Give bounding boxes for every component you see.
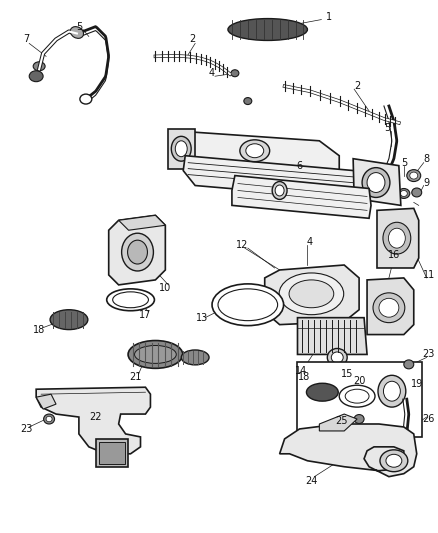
Ellipse shape (386, 454, 402, 467)
Ellipse shape (107, 289, 155, 311)
Ellipse shape (181, 350, 209, 365)
Text: 14: 14 (295, 366, 307, 376)
Ellipse shape (33, 62, 45, 71)
Ellipse shape (289, 280, 334, 308)
Polygon shape (353, 159, 401, 205)
Ellipse shape (246, 144, 264, 158)
Polygon shape (36, 394, 56, 409)
Text: 8: 8 (424, 154, 430, 164)
Ellipse shape (244, 98, 252, 104)
Ellipse shape (398, 189, 410, 198)
Ellipse shape (70, 27, 84, 38)
Text: 2: 2 (354, 81, 360, 91)
Ellipse shape (400, 190, 407, 197)
Ellipse shape (44, 414, 55, 424)
Ellipse shape (29, 71, 43, 82)
Ellipse shape (410, 172, 418, 179)
Ellipse shape (175, 141, 187, 157)
Polygon shape (36, 387, 150, 454)
Ellipse shape (228, 19, 307, 41)
Ellipse shape (389, 228, 405, 248)
Ellipse shape (46, 416, 52, 422)
Polygon shape (297, 318, 367, 354)
Bar (297, 362, 422, 437)
Ellipse shape (404, 360, 414, 369)
Text: 17: 17 (139, 310, 152, 320)
Text: 5: 5 (384, 123, 390, 133)
Text: 24: 24 (305, 475, 318, 486)
Bar (99, 442, 124, 464)
Ellipse shape (231, 70, 239, 77)
Polygon shape (367, 278, 414, 335)
Ellipse shape (354, 415, 364, 424)
Polygon shape (232, 175, 371, 219)
Text: 7: 7 (23, 35, 29, 44)
Ellipse shape (412, 188, 422, 197)
Text: 25: 25 (335, 416, 347, 426)
Text: 2: 2 (189, 35, 195, 44)
Ellipse shape (379, 298, 399, 317)
Polygon shape (377, 208, 419, 268)
Text: 26: 26 (423, 414, 435, 424)
Ellipse shape (380, 450, 408, 472)
Text: 19: 19 (410, 379, 423, 389)
Text: 10: 10 (159, 283, 171, 293)
Text: 6: 6 (297, 160, 303, 171)
Ellipse shape (272, 182, 287, 199)
Text: 15: 15 (341, 369, 353, 379)
Ellipse shape (407, 169, 421, 182)
Ellipse shape (171, 136, 191, 161)
Text: 9: 9 (424, 177, 430, 188)
Ellipse shape (339, 385, 375, 407)
Polygon shape (183, 156, 369, 200)
Ellipse shape (127, 240, 148, 264)
Text: 4: 4 (209, 68, 215, 78)
Ellipse shape (113, 292, 148, 308)
Polygon shape (109, 215, 165, 285)
Ellipse shape (240, 140, 270, 161)
Bar (96, 439, 127, 467)
Text: 23: 23 (423, 350, 435, 359)
Text: 5: 5 (401, 158, 407, 168)
Text: 18: 18 (298, 372, 311, 382)
Ellipse shape (134, 345, 176, 364)
Text: 5: 5 (76, 21, 82, 31)
Ellipse shape (275, 185, 284, 196)
Ellipse shape (218, 289, 278, 321)
Ellipse shape (128, 341, 183, 368)
Polygon shape (119, 215, 165, 230)
Ellipse shape (331, 352, 343, 363)
Ellipse shape (307, 383, 338, 401)
Ellipse shape (367, 173, 385, 192)
Ellipse shape (50, 310, 88, 329)
Ellipse shape (327, 349, 347, 366)
Text: 21: 21 (129, 372, 142, 382)
Ellipse shape (212, 284, 283, 326)
Polygon shape (319, 414, 357, 431)
Polygon shape (279, 424, 417, 477)
Ellipse shape (80, 94, 92, 104)
Ellipse shape (279, 273, 344, 314)
Text: 11: 11 (423, 270, 435, 280)
Polygon shape (170, 131, 339, 175)
Polygon shape (168, 129, 195, 168)
Ellipse shape (378, 375, 406, 407)
Text: 13: 13 (196, 313, 208, 322)
Text: 16: 16 (388, 250, 400, 260)
Text: 18: 18 (33, 325, 45, 335)
Ellipse shape (122, 233, 153, 271)
Polygon shape (265, 265, 359, 325)
Ellipse shape (373, 293, 405, 322)
Text: 12: 12 (236, 240, 248, 250)
Ellipse shape (386, 167, 396, 175)
Ellipse shape (362, 168, 390, 197)
Text: 4: 4 (306, 237, 312, 247)
Text: 20: 20 (353, 376, 365, 386)
Ellipse shape (345, 389, 369, 403)
Text: 23: 23 (20, 424, 32, 434)
Ellipse shape (383, 381, 400, 401)
Ellipse shape (383, 222, 411, 254)
Text: 22: 22 (89, 412, 102, 422)
Text: 1: 1 (326, 12, 332, 22)
